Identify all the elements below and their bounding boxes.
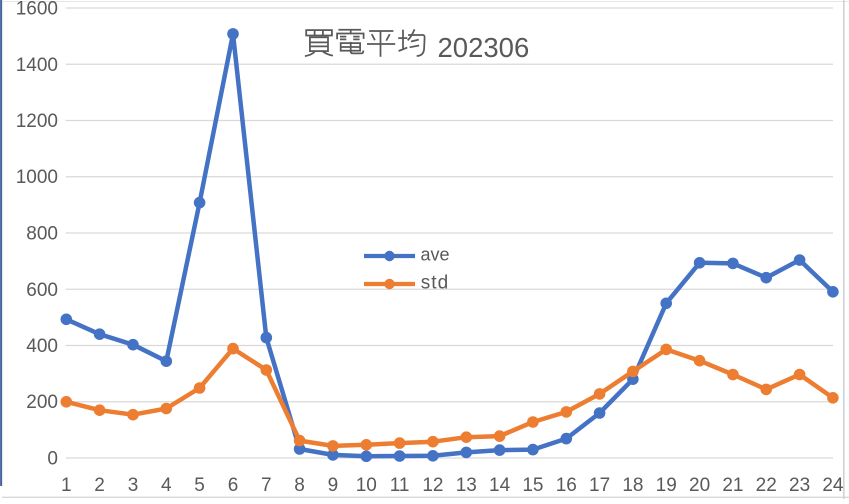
svg-text:19: 19 — [656, 475, 677, 496]
svg-text:20: 20 — [689, 475, 710, 496]
svg-text:12: 12 — [422, 475, 443, 496]
svg-text:17: 17 — [589, 475, 610, 496]
svg-text:1200: 1200 — [16, 111, 58, 132]
svg-text:23: 23 — [789, 475, 810, 496]
svg-text:5: 5 — [194, 475, 205, 496]
svg-text:6: 6 — [228, 475, 239, 496]
svg-text:200: 200 — [26, 392, 58, 413]
svg-text:1: 1 — [61, 475, 72, 496]
svg-text:1600: 1600 — [16, 0, 58, 20]
svg-text:8: 8 — [294, 475, 305, 496]
svg-text:ave: ave — [421, 245, 450, 265]
svg-text:1400: 1400 — [16, 55, 58, 76]
svg-text:11: 11 — [390, 475, 410, 496]
svg-text:24: 24 — [822, 475, 844, 496]
svg-text:16: 16 — [556, 475, 577, 496]
svg-text:10: 10 — [356, 475, 377, 496]
svg-text:202306: 202306 — [438, 32, 530, 63]
svg-text:600: 600 — [26, 280, 58, 301]
svg-text:2: 2 — [94, 475, 105, 496]
svg-text:14: 14 — [489, 475, 511, 496]
svg-text:22: 22 — [756, 475, 777, 496]
svg-text:15: 15 — [522, 475, 543, 496]
svg-text:400: 400 — [26, 336, 58, 357]
svg-text:21: 21 — [722, 475, 743, 496]
svg-text:800: 800 — [26, 224, 58, 245]
svg-text:0: 0 — [47, 449, 58, 470]
svg-text:13: 13 — [456, 475, 477, 496]
svg-text:4: 4 — [161, 475, 172, 496]
svg-text:1000: 1000 — [16, 167, 58, 188]
svg-text:3: 3 — [128, 475, 139, 496]
svg-text:9: 9 — [328, 475, 339, 496]
svg-text:std: std — [421, 273, 449, 294]
svg-text:18: 18 — [622, 475, 643, 496]
svg-text:7: 7 — [261, 475, 272, 496]
